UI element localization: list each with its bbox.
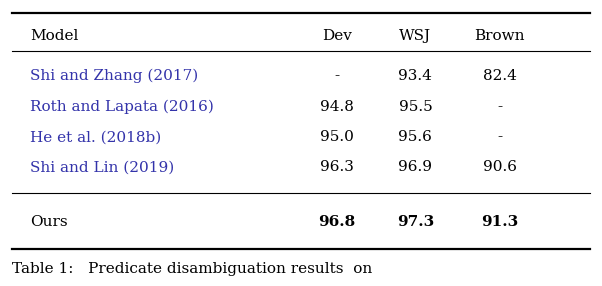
- Text: Table 1:   Predicate disambiguation results  on: Table 1: Predicate disambiguation result…: [12, 263, 372, 276]
- Text: 95.0: 95.0: [320, 130, 354, 144]
- Text: 96.9: 96.9: [399, 160, 432, 174]
- Text: -: -: [497, 100, 502, 114]
- Text: He et al. (2018b): He et al. (2018b): [30, 130, 161, 144]
- Text: 96.8: 96.8: [318, 215, 356, 229]
- Text: Shi and Lin (2019): Shi and Lin (2019): [30, 160, 175, 174]
- Text: Ours: Ours: [30, 215, 67, 229]
- Text: Dev: Dev: [322, 29, 352, 43]
- Text: Roth and Lapata (2016): Roth and Lapata (2016): [30, 100, 214, 114]
- Text: -: -: [497, 130, 502, 144]
- Text: 95.6: 95.6: [399, 130, 432, 144]
- Text: 96.3: 96.3: [320, 160, 354, 174]
- Text: Model: Model: [30, 29, 78, 43]
- Text: 91.3: 91.3: [481, 215, 518, 229]
- Text: Shi and Zhang (2017): Shi and Zhang (2017): [30, 69, 198, 83]
- Text: -: -: [335, 69, 340, 83]
- Text: 97.3: 97.3: [397, 215, 434, 229]
- Text: 93.4: 93.4: [399, 69, 432, 83]
- Text: 95.5: 95.5: [399, 100, 432, 114]
- Text: 82.4: 82.4: [483, 69, 517, 83]
- Text: 90.6: 90.6: [483, 160, 517, 174]
- Text: WSJ: WSJ: [399, 29, 432, 43]
- Text: 94.8: 94.8: [320, 100, 354, 114]
- Text: Brown: Brown: [474, 29, 525, 43]
